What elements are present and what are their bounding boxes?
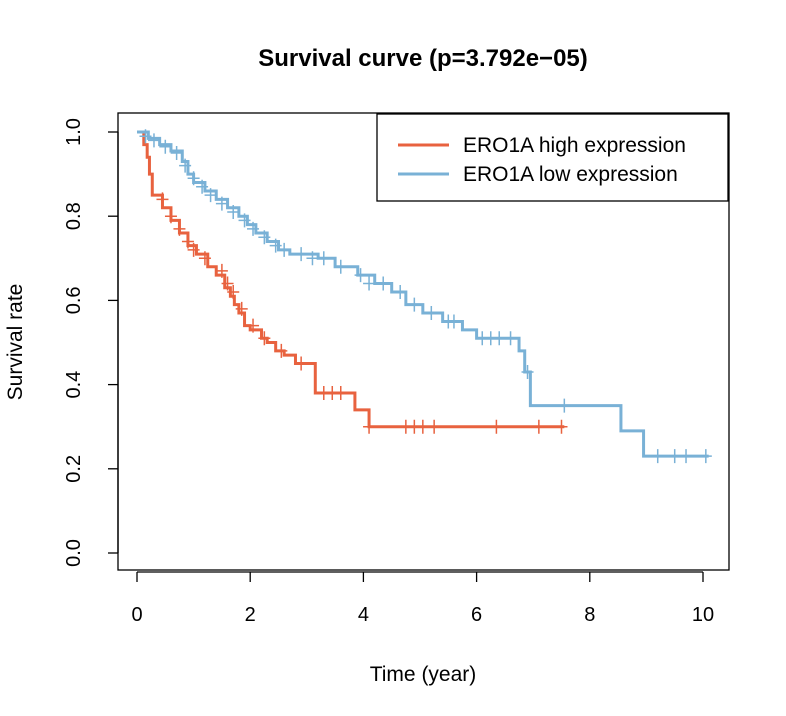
censor-mark: [173, 221, 186, 236]
censor-mark: [147, 133, 160, 148]
censor-mark: [532, 419, 545, 434]
censor-mark: [227, 204, 240, 219]
survival-step-line: [137, 130, 709, 458]
series-high: [137, 130, 568, 434]
chart-title: Survival curve (p=3.792e−05): [258, 45, 588, 72]
censor-mark: [215, 263, 228, 278]
censor-mark: [187, 171, 200, 186]
x-tick-label: 0: [131, 604, 142, 626]
censor-mark: [408, 297, 421, 312]
censor-mark: [354, 268, 367, 283]
censor-mark: [651, 449, 664, 464]
legend-label-low: ERO1A low expression: [463, 163, 678, 186]
x-tick-label: 4: [358, 604, 369, 626]
series-layer: [137, 129, 712, 464]
censor-mark: [139, 129, 152, 144]
x-tick-label: 8: [584, 604, 595, 626]
censor-mark: [394, 284, 407, 299]
censor-mark: [179, 158, 192, 173]
censor-mark: [247, 221, 260, 236]
censor-mark: [493, 331, 506, 346]
censor-mark: [159, 139, 172, 154]
censor-mark: [377, 276, 390, 291]
censor-mark: [170, 146, 183, 161]
censor-mark: [204, 188, 217, 203]
censor-mark: [306, 251, 319, 266]
censor-mark: [258, 230, 271, 245]
censor-mark: [416, 419, 429, 434]
censor-mark: [187, 242, 200, 257]
censor-mark: [181, 234, 194, 249]
censor-mark: [699, 449, 712, 464]
censor-mark: [258, 331, 271, 346]
x-tick-label: 6: [471, 604, 482, 626]
censor-mark: [278, 242, 291, 257]
censor-mark: [490, 419, 503, 434]
censor-mark: [275, 343, 288, 358]
series-low: [137, 129, 712, 464]
censor-mark: [447, 314, 460, 329]
censor-mark: [156, 192, 169, 207]
y-axis: 0.0 0.2 0.4 0.6 0.8 1.0: [63, 118, 119, 567]
censor-mark: [227, 284, 240, 299]
censor-mark: [668, 449, 681, 464]
x-tick-label: 2: [245, 604, 256, 626]
censor-mark: [221, 276, 234, 291]
censor-mark: [164, 209, 177, 224]
legend: ERO1A high expression ERO1A low expressi…: [376, 113, 729, 202]
censor-mark: [238, 213, 251, 228]
censor-mark: [215, 196, 228, 211]
censor-mark: [363, 419, 376, 434]
x-axis-label: Time (year): [370, 663, 477, 686]
censor-mark: [521, 364, 534, 379]
censor-mark: [558, 398, 571, 413]
y-tick-label: 0.4: [63, 371, 85, 399]
censor-mark: [295, 247, 308, 262]
censor-mark: [504, 331, 517, 346]
censor-mark: [198, 251, 211, 266]
censor-mark: [334, 259, 347, 274]
y-tick-label: 0.0: [63, 539, 85, 567]
y-tick-label: 0.6: [63, 286, 85, 314]
censor-mark: [680, 449, 693, 464]
censor-mark: [425, 306, 438, 321]
censor-mark: [317, 251, 330, 266]
x-axis: 0 2 4 6 8 10: [131, 571, 714, 626]
censor-mark: [235, 301, 248, 316]
y-tick-label: 0.8: [63, 202, 85, 230]
legend-label-high: ERO1A high expression: [463, 134, 686, 157]
legend-box: [376, 113, 729, 202]
censor-mark: [334, 386, 347, 401]
censor-mark: [428, 419, 441, 434]
censor-mark: [247, 318, 260, 333]
censor-mark: [196, 179, 209, 194]
censor-mark: [363, 276, 376, 291]
y-tick-label: 1.0: [63, 118, 85, 146]
x-tick-label: 10: [692, 604, 714, 626]
censor-mark: [269, 238, 282, 253]
y-axis-label: Survival rate: [4, 284, 27, 401]
censor-mark: [295, 356, 308, 371]
censor-mark: [555, 419, 568, 434]
y-tick-label: 0.2: [63, 455, 85, 483]
